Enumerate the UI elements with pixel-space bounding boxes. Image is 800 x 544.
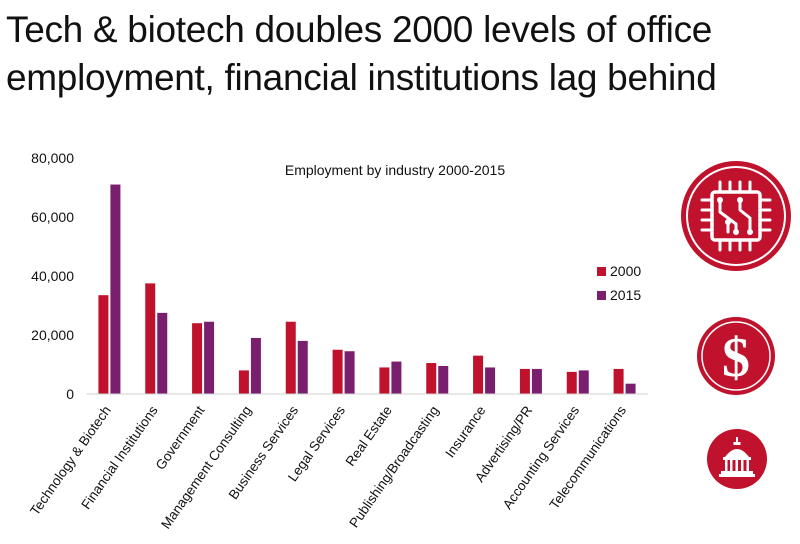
x-tick-label: Management Consulting xyxy=(158,403,254,531)
headline-line-1: Tech & biotech doubles 2000 levels of of… xyxy=(6,9,713,50)
bar-2015-5 xyxy=(344,351,355,394)
x-tick-label: Insurance xyxy=(442,403,488,460)
bar-2015-2 xyxy=(204,321,215,394)
bar-2000-5 xyxy=(332,349,343,394)
legend: 2000 2015 xyxy=(597,263,641,303)
bar-2015-7 xyxy=(438,365,449,394)
bar-2015-9 xyxy=(531,368,542,394)
y-tick-label: 0 xyxy=(66,386,74,402)
bar-2015-10 xyxy=(578,370,589,394)
capitol-dome-icon xyxy=(706,428,768,490)
y-tick-label: 20,000 xyxy=(31,327,74,343)
bar-2000-10 xyxy=(566,371,577,394)
bar-2000-9 xyxy=(519,368,530,394)
bar-2000-11 xyxy=(613,368,624,394)
bar-2000-1 xyxy=(145,283,156,394)
y-tick-label: 60,000 xyxy=(31,209,74,225)
headline: Tech & biotech doubles 2000 levels of of… xyxy=(6,6,796,102)
chart-title: Employment by industry 2000-2015 xyxy=(285,162,505,178)
x-tick-label: Government xyxy=(153,403,208,473)
bar-2000-8 xyxy=(473,355,484,394)
bars xyxy=(98,184,636,394)
bar-2015-11 xyxy=(625,383,636,394)
bar-2000-2 xyxy=(192,323,203,394)
bar-2000-6 xyxy=(379,367,390,394)
legend-swatch-2015 xyxy=(597,291,606,300)
bar-2000-0 xyxy=(98,295,109,394)
bar-2015-4 xyxy=(297,340,308,394)
bar-2000-4 xyxy=(285,321,296,394)
bar-2015-0 xyxy=(110,184,121,394)
x-tick-label: Real Estate xyxy=(343,403,395,469)
y-tick-label: 80,000 xyxy=(31,150,74,166)
y-axis-ticks: 0 20,000 40,000 60,000 80,000 xyxy=(31,150,74,402)
bar-2000-7 xyxy=(426,363,437,394)
bar-2015-1 xyxy=(157,312,168,394)
headline-line-2: employment, financial institutions lag b… xyxy=(6,57,717,98)
bar-2015-3 xyxy=(250,337,261,394)
x-tick-label: Technology & Biotech xyxy=(27,403,114,518)
bar-2015-8 xyxy=(485,367,496,394)
legend-label-2015: 2015 xyxy=(610,287,641,303)
legend-label-2000: 2000 xyxy=(610,263,641,279)
circuit-chip-icon xyxy=(680,160,792,272)
svg-text:$: $ xyxy=(722,327,750,389)
bar-2000-3 xyxy=(238,370,249,394)
x-tick-label: Publishing/Broadcasting xyxy=(346,403,441,530)
bar-2015-6 xyxy=(391,361,402,394)
legend-swatch-2000 xyxy=(597,267,606,276)
y-tick-label: 40,000 xyxy=(31,268,74,284)
dollar-sign-icon: $ xyxy=(696,316,776,396)
